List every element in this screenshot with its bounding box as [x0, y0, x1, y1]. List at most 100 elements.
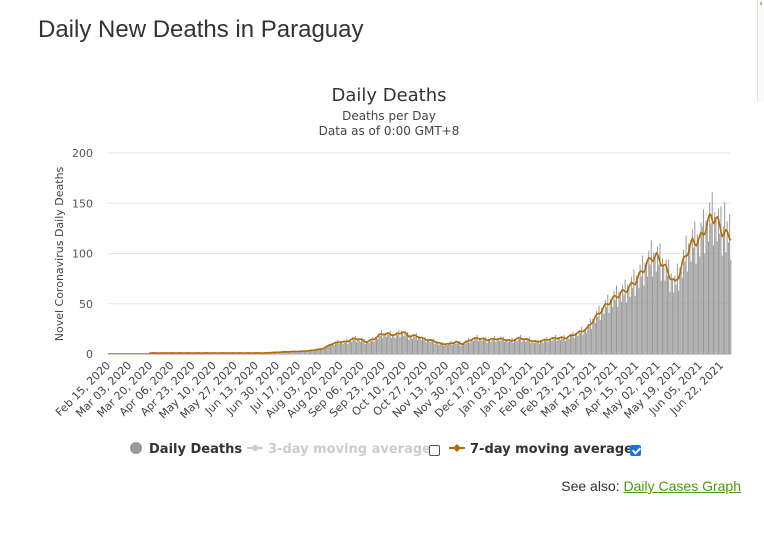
daily-death-bar [446, 344, 448, 354]
daily-death-bar [540, 339, 542, 354]
daily-death-bar [591, 328, 593, 354]
daily-death-bar [362, 340, 364, 354]
y-tick-labels: 0 50 100 150 200 [72, 147, 93, 361]
daily-death-bar [659, 243, 661, 354]
daily-death-bar [611, 299, 612, 354]
legend-item-7-day-average[interactable]: 7-day moving average [449, 442, 633, 457]
daily-death-bar [438, 344, 440, 354]
daily-death-bar [317, 348, 319, 354]
daily-death-bar [531, 339, 533, 354]
daily-death-bar [440, 343, 442, 354]
daily-death-bar [323, 347, 325, 354]
page-title: Daily New Deaths in Paraguay [38, 16, 364, 43]
daily-death-bar [318, 349, 320, 354]
daily-death-bar [302, 350, 304, 354]
daily-death-bar [429, 341, 431, 354]
daily-death-bar [578, 329, 580, 354]
see-also: See also: Daily Cases Graph [561, 478, 741, 494]
daily-death-bar [589, 318, 591, 354]
toggle-7-day-average-checkbox[interactable] [630, 445, 641, 456]
daily-death-bar [507, 341, 509, 354]
chart-title: Daily Deaths [331, 85, 446, 106]
daily-death-bar [541, 340, 543, 354]
daily-death-bar [639, 264, 641, 354]
daily-death-bar [617, 306, 619, 354]
daily-death-bar [538, 343, 540, 354]
daily-death-bar [460, 345, 462, 354]
daily-death-bar [700, 222, 702, 354]
daily-death-bar [336, 342, 338, 354]
daily-death-bar [292, 351, 294, 354]
daily-death-bar [281, 351, 283, 354]
daily-death-bar [303, 351, 305, 354]
daily-death-bar [647, 276, 649, 354]
daily-death-bar [560, 339, 562, 354]
daily-death-bar [716, 241, 718, 354]
daily-death-bar [413, 333, 415, 354]
scrollbar-edge[interactable] [757, 0, 764, 102]
legend-label-daily-deaths: Daily Deaths [149, 442, 242, 457]
daily-death-bar [634, 295, 636, 354]
daily-death-bar [527, 340, 529, 354]
daily-death-bar [592, 318, 594, 354]
daily-death-bar [496, 337, 498, 354]
daily-death-bar [517, 336, 519, 354]
daily-death-bar [402, 331, 404, 354]
daily-death-bar [310, 350, 312, 354]
daily-death-bar [638, 287, 640, 354]
daily-death-bar [380, 329, 382, 354]
daily-death-bar [436, 341, 438, 354]
daily-death-bar [703, 209, 705, 354]
daily-death-bar [424, 336, 426, 354]
daily-death-bar [676, 263, 678, 354]
daily-death-bar [720, 206, 722, 354]
daily-death-bar [709, 202, 711, 354]
daily-death-bar [627, 284, 629, 354]
daily-death-bar [614, 299, 616, 354]
daily-death-bar [398, 329, 400, 354]
daily-death-bar [652, 276, 654, 354]
daily-death-bar [487, 338, 489, 354]
daily-death-bar [583, 328, 585, 354]
legend-circle-icon [130, 442, 142, 454]
daily-death-bar [671, 279, 673, 354]
daily-death-bar [356, 341, 358, 354]
daily-death-bar [546, 336, 548, 354]
daily-death-bar [655, 271, 657, 354]
daily-death-bar [410, 335, 412, 354]
daily-death-bar [312, 350, 314, 354]
daily-death-bar [587, 323, 589, 354]
daily-death-bar [385, 336, 387, 354]
daily-death-bar [368, 342, 370, 354]
daily-death-bar [712, 245, 714, 354]
daily-death-bar [344, 342, 346, 354]
legend-item-3-day-average[interactable]: 3-day moving average [247, 442, 431, 457]
daily-death-bar [557, 336, 559, 354]
daily-death-bar [530, 342, 532, 354]
daily-death-bar [681, 277, 683, 354]
daily-death-bar [337, 339, 339, 354]
daily-death-bar [705, 220, 707, 354]
daily-death-bar [395, 331, 397, 354]
daily-death-bar [658, 264, 660, 354]
daily-death-bar [564, 340, 566, 354]
daily-death-bar [711, 192, 713, 354]
daily-death-bar [341, 341, 343, 354]
daily-death-bar [642, 255, 644, 354]
daily-death-bar [412, 338, 414, 354]
daily-death-bar [479, 337, 481, 354]
daily-death-bar [431, 340, 433, 354]
daily-death-bar [417, 339, 419, 354]
daily-death-bar [469, 342, 471, 354]
toggle-3-day-average-checkbox[interactable] [429, 445, 440, 456]
daily-death-bar [414, 336, 416, 354]
daily-death-bar [514, 338, 516, 354]
daily-death-bar [663, 265, 665, 354]
daily-death-bar [301, 350, 303, 354]
daily-death-bar [511, 337, 513, 354]
y-tick-label: 150 [72, 197, 93, 210]
daily-cases-graph-link[interactable]: Daily Cases Graph [623, 478, 742, 494]
legend-item-daily-deaths[interactable]: Daily Deaths [130, 442, 242, 457]
daily-death-bar [482, 336, 484, 354]
daily-death-bar [657, 246, 659, 354]
